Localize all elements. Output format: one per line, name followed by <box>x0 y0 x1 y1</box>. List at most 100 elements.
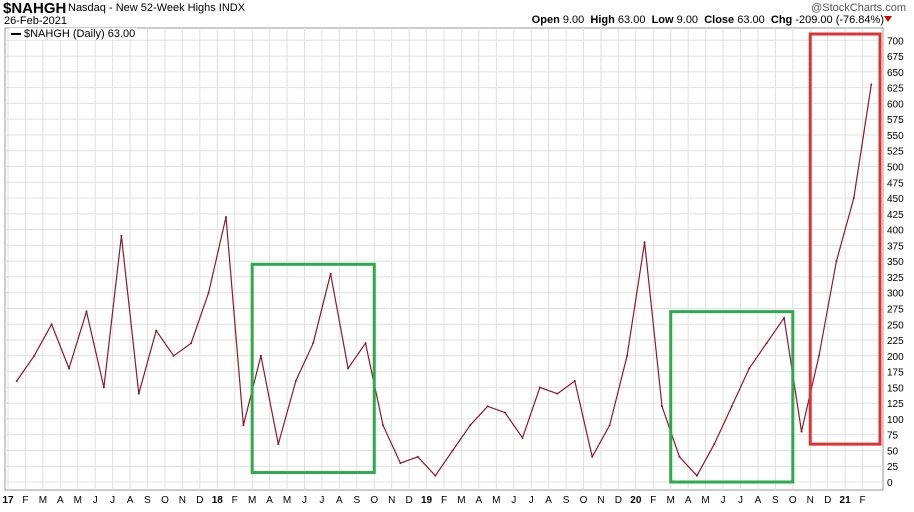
x-tick-label: J <box>511 495 516 506</box>
x-tick-label: S <box>144 495 151 506</box>
x-tick-label: M <box>457 495 465 506</box>
data-point <box>137 392 140 395</box>
data-point <box>695 474 698 477</box>
x-tick-label: 17 <box>2 495 14 506</box>
x-tick-label: N <box>388 495 395 506</box>
stockcharts-logo: @StockCharts.com <box>811 2 906 14</box>
x-tick-label: 20 <box>630 495 642 506</box>
data-point <box>678 455 681 458</box>
low-value: 9.00 <box>676 14 699 26</box>
y-tick-label: 600 <box>887 99 904 110</box>
x-tick-label: A <box>476 495 483 506</box>
x-tick-label: M <box>701 495 709 506</box>
data-point <box>399 462 402 465</box>
data-point <box>207 291 210 294</box>
data-point <box>626 354 629 357</box>
x-tick-label: N <box>597 495 604 506</box>
x-tick-label: 18 <box>212 495 224 506</box>
high-label: High <box>590 14 615 26</box>
data-point <box>294 380 297 383</box>
data-point <box>765 342 768 345</box>
x-tick-label: A <box>127 495 134 506</box>
x-tick-label: J <box>529 495 534 506</box>
x-tick-label: M <box>492 495 500 506</box>
y-tick-label: 400 <box>887 226 904 237</box>
chg-value: -209.00 (-76.84%) <box>795 14 884 26</box>
data-point <box>277 443 280 446</box>
data-point <box>538 386 541 389</box>
y-tick-label: 450 <box>887 194 904 205</box>
x-tick-label: M <box>39 495 47 506</box>
data-point <box>486 405 489 408</box>
data-point <box>190 342 193 345</box>
y-tick-label: 200 <box>887 352 904 363</box>
high-value: 63.00 <box>617 14 646 26</box>
y-tick-label: 25 <box>887 462 899 473</box>
data-point <box>608 424 611 427</box>
data-point <box>102 386 105 389</box>
data-point <box>521 436 524 439</box>
data-point <box>329 272 332 275</box>
red-highlight-box <box>808 32 882 446</box>
x-tick-label: M <box>74 495 82 506</box>
y-tick-label: 300 <box>887 289 904 300</box>
data-point <box>556 392 559 395</box>
data-point <box>312 342 315 345</box>
data-point <box>381 424 384 427</box>
data-point <box>800 430 803 433</box>
data-point <box>573 380 576 383</box>
y-tick-label: 550 <box>887 131 904 142</box>
x-tick-label: M <box>248 495 256 506</box>
data-point <box>33 354 36 357</box>
x-tick-label: 19 <box>421 495 433 506</box>
data-point <box>451 449 454 452</box>
close-value: 63.00 <box>737 14 765 26</box>
y-tick-label: 650 <box>887 68 904 79</box>
y-tick-label: 150 <box>887 383 904 394</box>
data-point <box>434 474 437 477</box>
x-tick-label: F <box>650 495 656 506</box>
data-point <box>730 405 733 408</box>
x-tick-label: D <box>615 495 622 506</box>
y-tick-label: 625 <box>887 84 904 95</box>
x-tick-label: J <box>738 495 743 506</box>
x-tick-label: O <box>161 495 169 506</box>
x-tick-label: A <box>266 495 273 506</box>
data-point <box>85 310 88 313</box>
data-point <box>15 380 18 383</box>
x-tick-label: O <box>580 495 588 506</box>
data-point <box>68 367 71 370</box>
low-label: Low <box>651 14 674 26</box>
x-tick-label: M <box>283 495 291 506</box>
data-point <box>155 329 158 332</box>
x-tick-label: N <box>807 495 814 506</box>
y-tick-label: 275 <box>887 304 904 315</box>
data-point <box>817 354 820 357</box>
x-tick-label: F <box>860 495 866 506</box>
x-tick-label: O <box>370 495 378 506</box>
x-tick-label: J <box>93 495 98 506</box>
symbol-description: Nasdaq - New 52-Week Highs INDX <box>68 2 246 14</box>
x-tick-label: 21 <box>840 495 852 506</box>
y-tick-label: 525 <box>887 147 904 158</box>
x-tick-label: N <box>179 495 186 506</box>
y-tick-label: 0 <box>887 478 893 489</box>
data-point <box>661 405 663 408</box>
y-tick-label: 350 <box>887 257 904 268</box>
data-point <box>870 83 873 86</box>
symbol-title: $NAHGH <box>3 0 67 17</box>
x-tick-label: O <box>789 495 797 506</box>
data-point <box>783 316 786 319</box>
y-tick-label: 375 <box>887 241 904 252</box>
green-highlight-box <box>250 262 376 475</box>
data-point <box>347 367 350 370</box>
y-tick-label: 675 <box>887 52 904 63</box>
data-point <box>643 241 646 244</box>
x-tick-label: D <box>824 495 831 506</box>
data-point <box>504 411 507 414</box>
green-highlight-box <box>669 310 795 484</box>
x-tick-label: A <box>685 495 692 506</box>
x-tick-label: F <box>232 495 238 506</box>
data-point <box>416 455 419 458</box>
